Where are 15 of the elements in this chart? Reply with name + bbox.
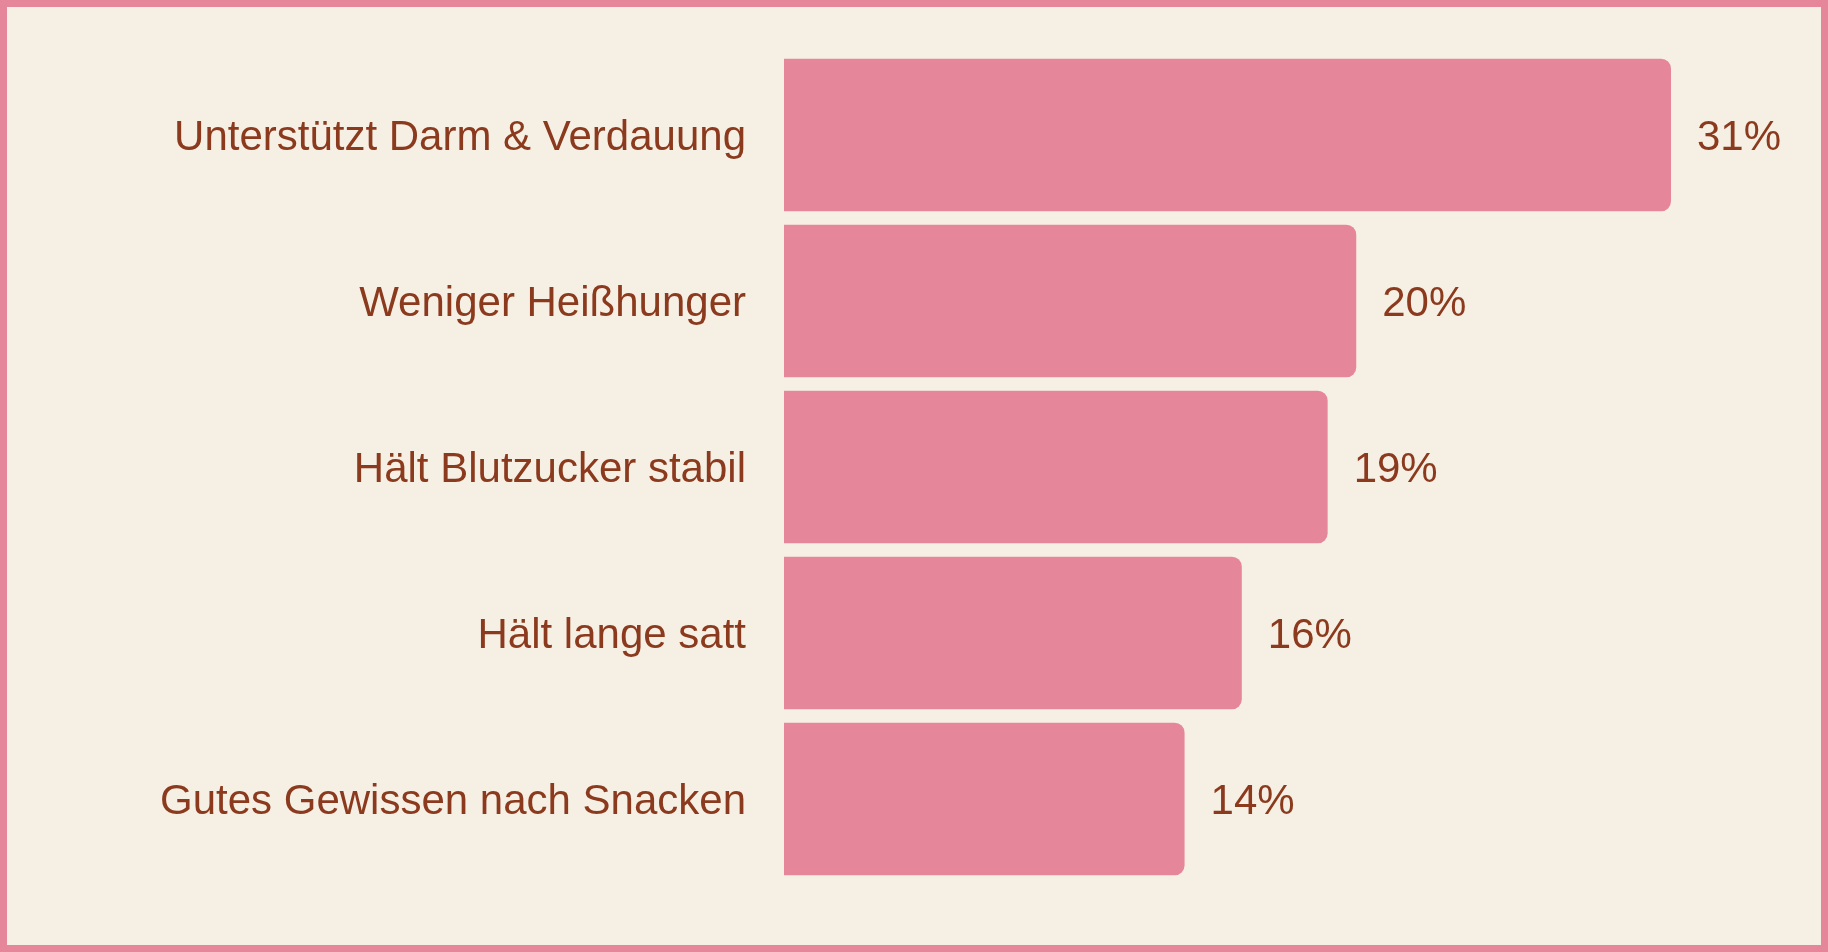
data-label: 14% [1210,775,1295,823]
bar [784,58,1671,212]
y-tick-label: Hält lange satt [477,609,747,657]
y-tick-label: Gutes Gewissen nach Snacken [160,775,746,823]
y-tick-label: Hält Blutzucker stabil [353,443,746,491]
bar [784,556,1242,710]
data-label: 20% [1382,277,1467,325]
y-tick-label: Unterstützt Darm & Verdauung [174,111,746,159]
bar [784,390,1328,544]
bar [784,722,1185,876]
data-label: 31% [1697,111,1782,159]
bar [784,224,1357,378]
data-label: 19% [1353,443,1438,491]
y-tick-label: Weniger Heißhunger [359,277,746,325]
data-label: 16% [1267,609,1352,657]
